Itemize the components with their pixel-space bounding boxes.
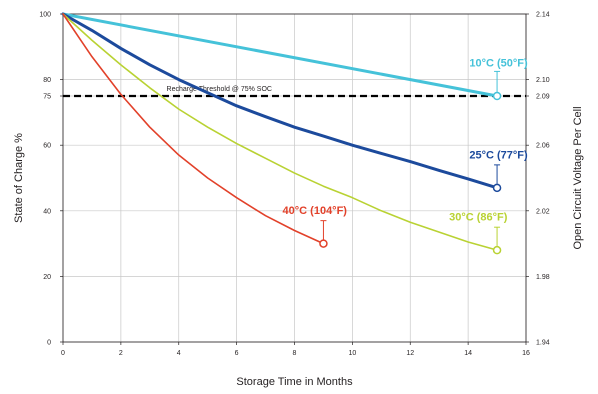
y-tick-label: 75 bbox=[43, 94, 51, 101]
x-tick-label: 12 bbox=[406, 350, 414, 357]
y-tick-label: 100 bbox=[39, 12, 51, 19]
y-axis-title: State of Charge % bbox=[13, 133, 25, 223]
threshold-label: Recharge Threshold @ 75% SOC bbox=[167, 86, 272, 93]
series-end-marker-25 bbox=[492, 183, 502, 193]
series-line-30 bbox=[62, 13, 498, 251]
y2-tick-label: 1.98 bbox=[536, 274, 550, 281]
y2-tick-label: 1.94 bbox=[536, 340, 550, 347]
y2-tick-label: 2.10 bbox=[536, 77, 550, 84]
y2-tick-label: 2.09 bbox=[536, 94, 550, 101]
series-line-25 bbox=[61, 12, 499, 190]
series-end-marker-40 bbox=[319, 239, 328, 248]
series-label-30: 30°C (86°F) bbox=[449, 212, 508, 224]
y-tick-label: 80 bbox=[43, 77, 51, 84]
y2-tick-label: 2.14 bbox=[536, 12, 550, 19]
x-tick-label: 2 bbox=[119, 350, 123, 357]
x-tick-label: 8 bbox=[293, 350, 297, 357]
y2-axis-title: Open Circuit Voltage Per Cell bbox=[572, 106, 584, 249]
y-tick-label: 40 bbox=[43, 208, 51, 215]
series-line-40 bbox=[62, 13, 325, 245]
x-tick-label: 14 bbox=[464, 350, 472, 357]
threshold: Recharge Threshold @ 75% SOC bbox=[63, 86, 526, 98]
x-tick-label: 6 bbox=[235, 350, 239, 357]
x-axis-title: Storage Time in Months bbox=[236, 376, 353, 388]
series-label-40: 40°C (104°F) bbox=[283, 205, 348, 217]
tick-labels: 0 2 4 6 8 10 12 14 16 0 20 40 60 75 80 100 1.94 1.98 2.02 2… bbox=[39, 12, 549, 358]
series-line-10 bbox=[61, 12, 499, 98]
series-lines: 10°C (50°F) 25°C (77°F) 30°C (86°F) 40°C (1… bbox=[61, 12, 528, 255]
series-label-25: 25°C (77°F) bbox=[469, 149, 528, 161]
series-label-10: 10°C (50°F) bbox=[469, 57, 528, 69]
y-tick-label: 20 bbox=[43, 274, 51, 281]
x-tick-label: 10 bbox=[348, 350, 356, 357]
x-tick-label: 4 bbox=[177, 350, 181, 357]
y2-tick-label: 2.06 bbox=[536, 143, 550, 150]
series-end-marker-10 bbox=[492, 91, 502, 101]
x-tick-label: 0 bbox=[61, 350, 65, 357]
y-tick-label: 60 bbox=[43, 143, 51, 150]
x-tick-label: 16 bbox=[522, 350, 530, 357]
y-tick-label: 0 bbox=[47, 340, 51, 347]
gridlines bbox=[62, 13, 527, 343]
y2-tick-label: 2.02 bbox=[536, 208, 550, 215]
series-end-marker-30 bbox=[492, 245, 502, 255]
